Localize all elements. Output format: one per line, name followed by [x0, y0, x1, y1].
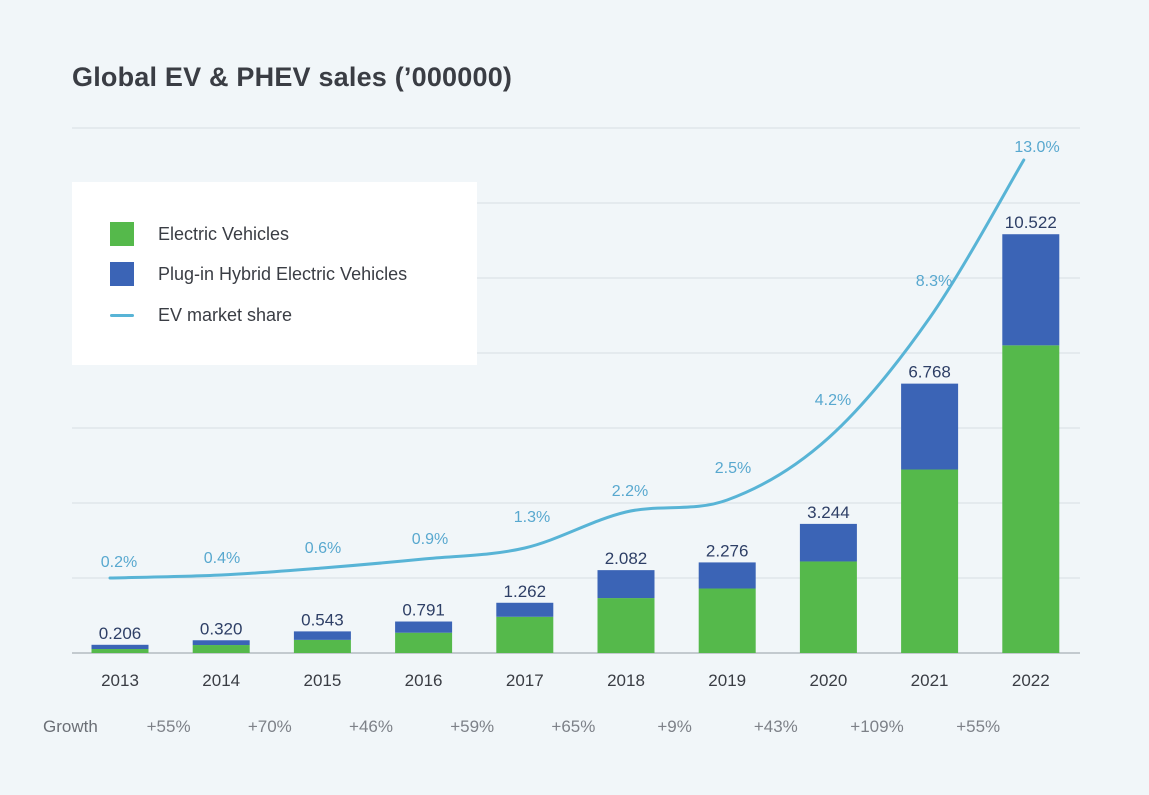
bar-ev-2022: [1002, 345, 1060, 653]
bar-phev-2016: [395, 621, 453, 633]
x-tick-label-2021: 2021: [911, 671, 949, 690]
share-label-2016: 0.9%: [412, 531, 448, 548]
x-tick-label-2017: 2017: [506, 671, 544, 690]
bar-ev-2020: [799, 561, 857, 653]
legend-label-phev: Plug-in Hybrid Electric Vehicles: [158, 263, 408, 284]
share-label-2021: 8.3%: [916, 273, 952, 290]
total-label-2015: 0.543: [301, 610, 344, 629]
bar-phev-2019: [698, 562, 756, 589]
bar-ev-2018: [597, 598, 655, 653]
total-label-2013: 0.206: [99, 624, 142, 643]
labels: 2013 0.206 2014 0.320 2015 0.543 2016 0.791 2017…: [99, 139, 1060, 690]
growth-value: +65%: [551, 717, 596, 736]
legend-item-phev: Plug-in Hybrid Electric Vehicles: [110, 262, 407, 286]
x-tick-label-2020: 2020: [809, 671, 847, 690]
bar-ev-2019: [698, 588, 756, 653]
total-label-2014: 0.320: [200, 619, 243, 638]
growth-value: +43%: [753, 717, 798, 736]
x-tick-label-2019: 2019: [708, 671, 746, 690]
legend-item-share: EV market share: [110, 303, 292, 327]
share-label-2022: 13.0%: [1014, 139, 1059, 156]
bar-phev-2018: [597, 570, 655, 599]
chart-title: Global EV & PHEV sales (’000000): [72, 62, 513, 92]
growth-value: +55%: [146, 717, 191, 736]
total-label-2017: 1.262: [504, 582, 547, 601]
x-tick-label-2022: 2022: [1012, 671, 1050, 690]
total-label-2019: 2.276: [706, 541, 749, 560]
share-label-2013: 0.2%: [101, 554, 137, 571]
bar-ev-2015: [293, 639, 351, 653]
bars: [91, 234, 1060, 653]
x-tick-label-2013: 2013: [101, 671, 139, 690]
growth-value: +70%: [247, 717, 292, 736]
bar-phev-2022: [1002, 234, 1060, 346]
bar-phev-2014: [192, 640, 250, 646]
growth-value: +109%: [850, 717, 904, 736]
x-tick-label-2015: 2015: [303, 671, 341, 690]
total-label-2020: 3.244: [807, 503, 850, 522]
bar-ev-2017: [496, 616, 554, 653]
legend-swatch-phev: [110, 262, 134, 286]
bar-ev-2013: [91, 649, 149, 653]
growth-value: +59%: [450, 717, 495, 736]
x-tick-label-2016: 2016: [405, 671, 443, 690]
bar-ev-2014: [192, 645, 250, 653]
share-label-2015: 0.6%: [305, 540, 341, 557]
share-label-2019: 2.5%: [715, 460, 751, 477]
bar-phev-2021: [901, 383, 959, 470]
legend-label-share: EV market share: [158, 304, 293, 325]
total-label-2021: 6.768: [908, 363, 951, 382]
bar-ev-2016: [395, 632, 453, 653]
total-label-2018: 2.082: [605, 549, 648, 568]
bar-phev-2020: [799, 523, 857, 562]
market-share-path: [108, 158, 1026, 580]
share-label-2020: 4.2%: [815, 392, 851, 409]
share-label-2017: 1.3%: [514, 509, 550, 526]
growth-title: Growth: [43, 717, 98, 736]
bar-ev-2021: [901, 469, 959, 653]
bar-phev-2015: [293, 631, 351, 640]
growth-value: +55%: [956, 717, 1001, 736]
legend-swatch-ev: [110, 222, 134, 246]
share-label-2018: 2.2%: [612, 483, 648, 500]
x-tick-label-2014: 2014: [202, 671, 240, 690]
legend-item-ev: Electric Vehicles: [110, 222, 289, 246]
growth-value: +46%: [349, 717, 393, 736]
legend: Electric Vehicles Plug-in Hybrid Electri…: [72, 182, 477, 365]
legend-line-share: [110, 313, 134, 317]
legend-label-ev: Electric Vehicles: [158, 223, 290, 244]
growth-value: +9%: [657, 717, 692, 736]
bar-phev-2013: [91, 644, 149, 650]
share-label-2014: 0.4%: [204, 550, 240, 567]
market-share-line: [108, 158, 1026, 580]
total-label-2016: 0.791: [402, 601, 445, 620]
total-label-2022: 10.522: [1005, 213, 1057, 232]
bar-phev-2017: [496, 602, 554, 617]
x-tick-label-2018: 2018: [607, 671, 645, 690]
